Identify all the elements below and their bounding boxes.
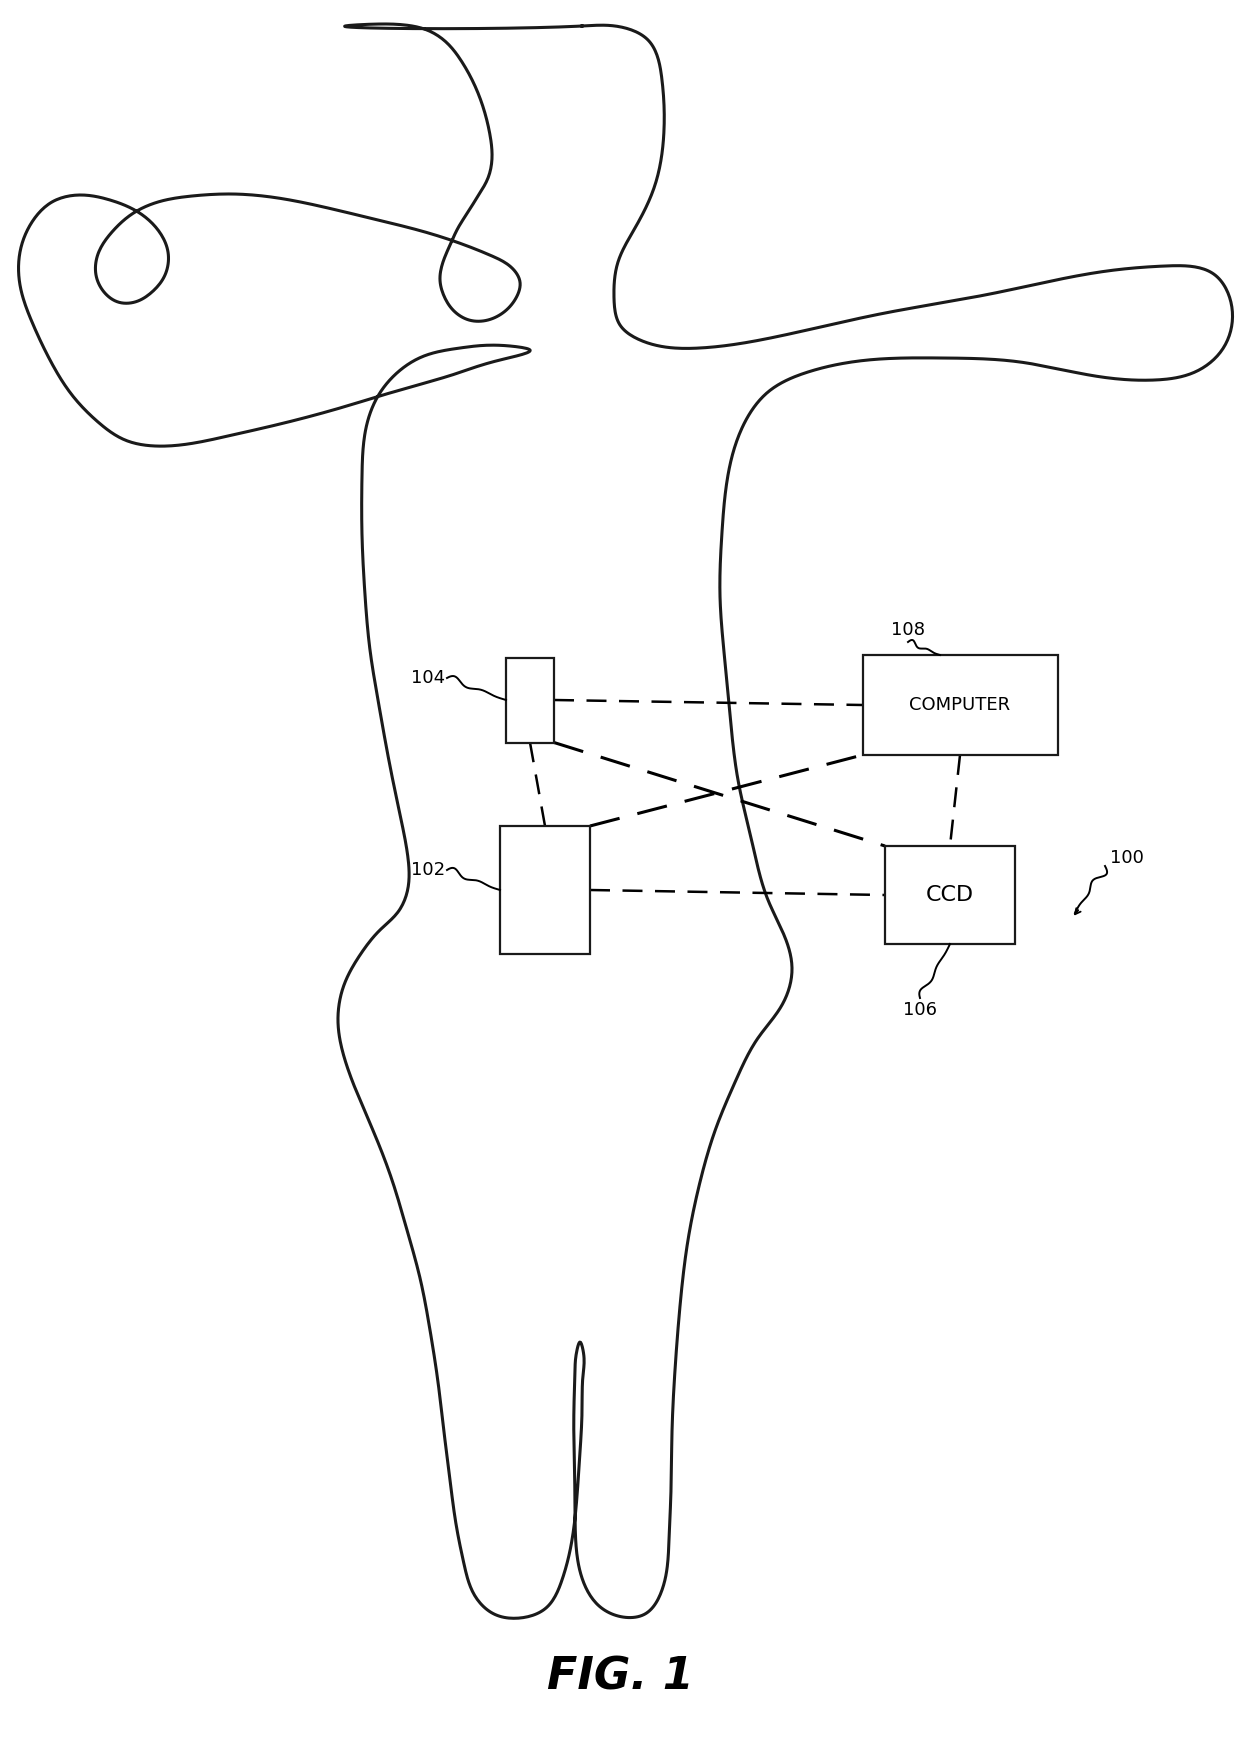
Text: COMPUTER: COMPUTER: [909, 696, 1011, 714]
FancyBboxPatch shape: [506, 657, 554, 742]
Text: 106: 106: [903, 1001, 937, 1018]
Text: CCD: CCD: [926, 885, 975, 906]
Text: 108: 108: [892, 620, 925, 640]
Text: FIG. 1: FIG. 1: [547, 1656, 693, 1699]
Text: 102: 102: [410, 862, 445, 879]
Text: 104: 104: [410, 670, 445, 687]
FancyBboxPatch shape: [863, 655, 1058, 754]
FancyBboxPatch shape: [885, 846, 1016, 944]
Text: 100: 100: [1110, 849, 1143, 867]
FancyBboxPatch shape: [500, 826, 590, 953]
